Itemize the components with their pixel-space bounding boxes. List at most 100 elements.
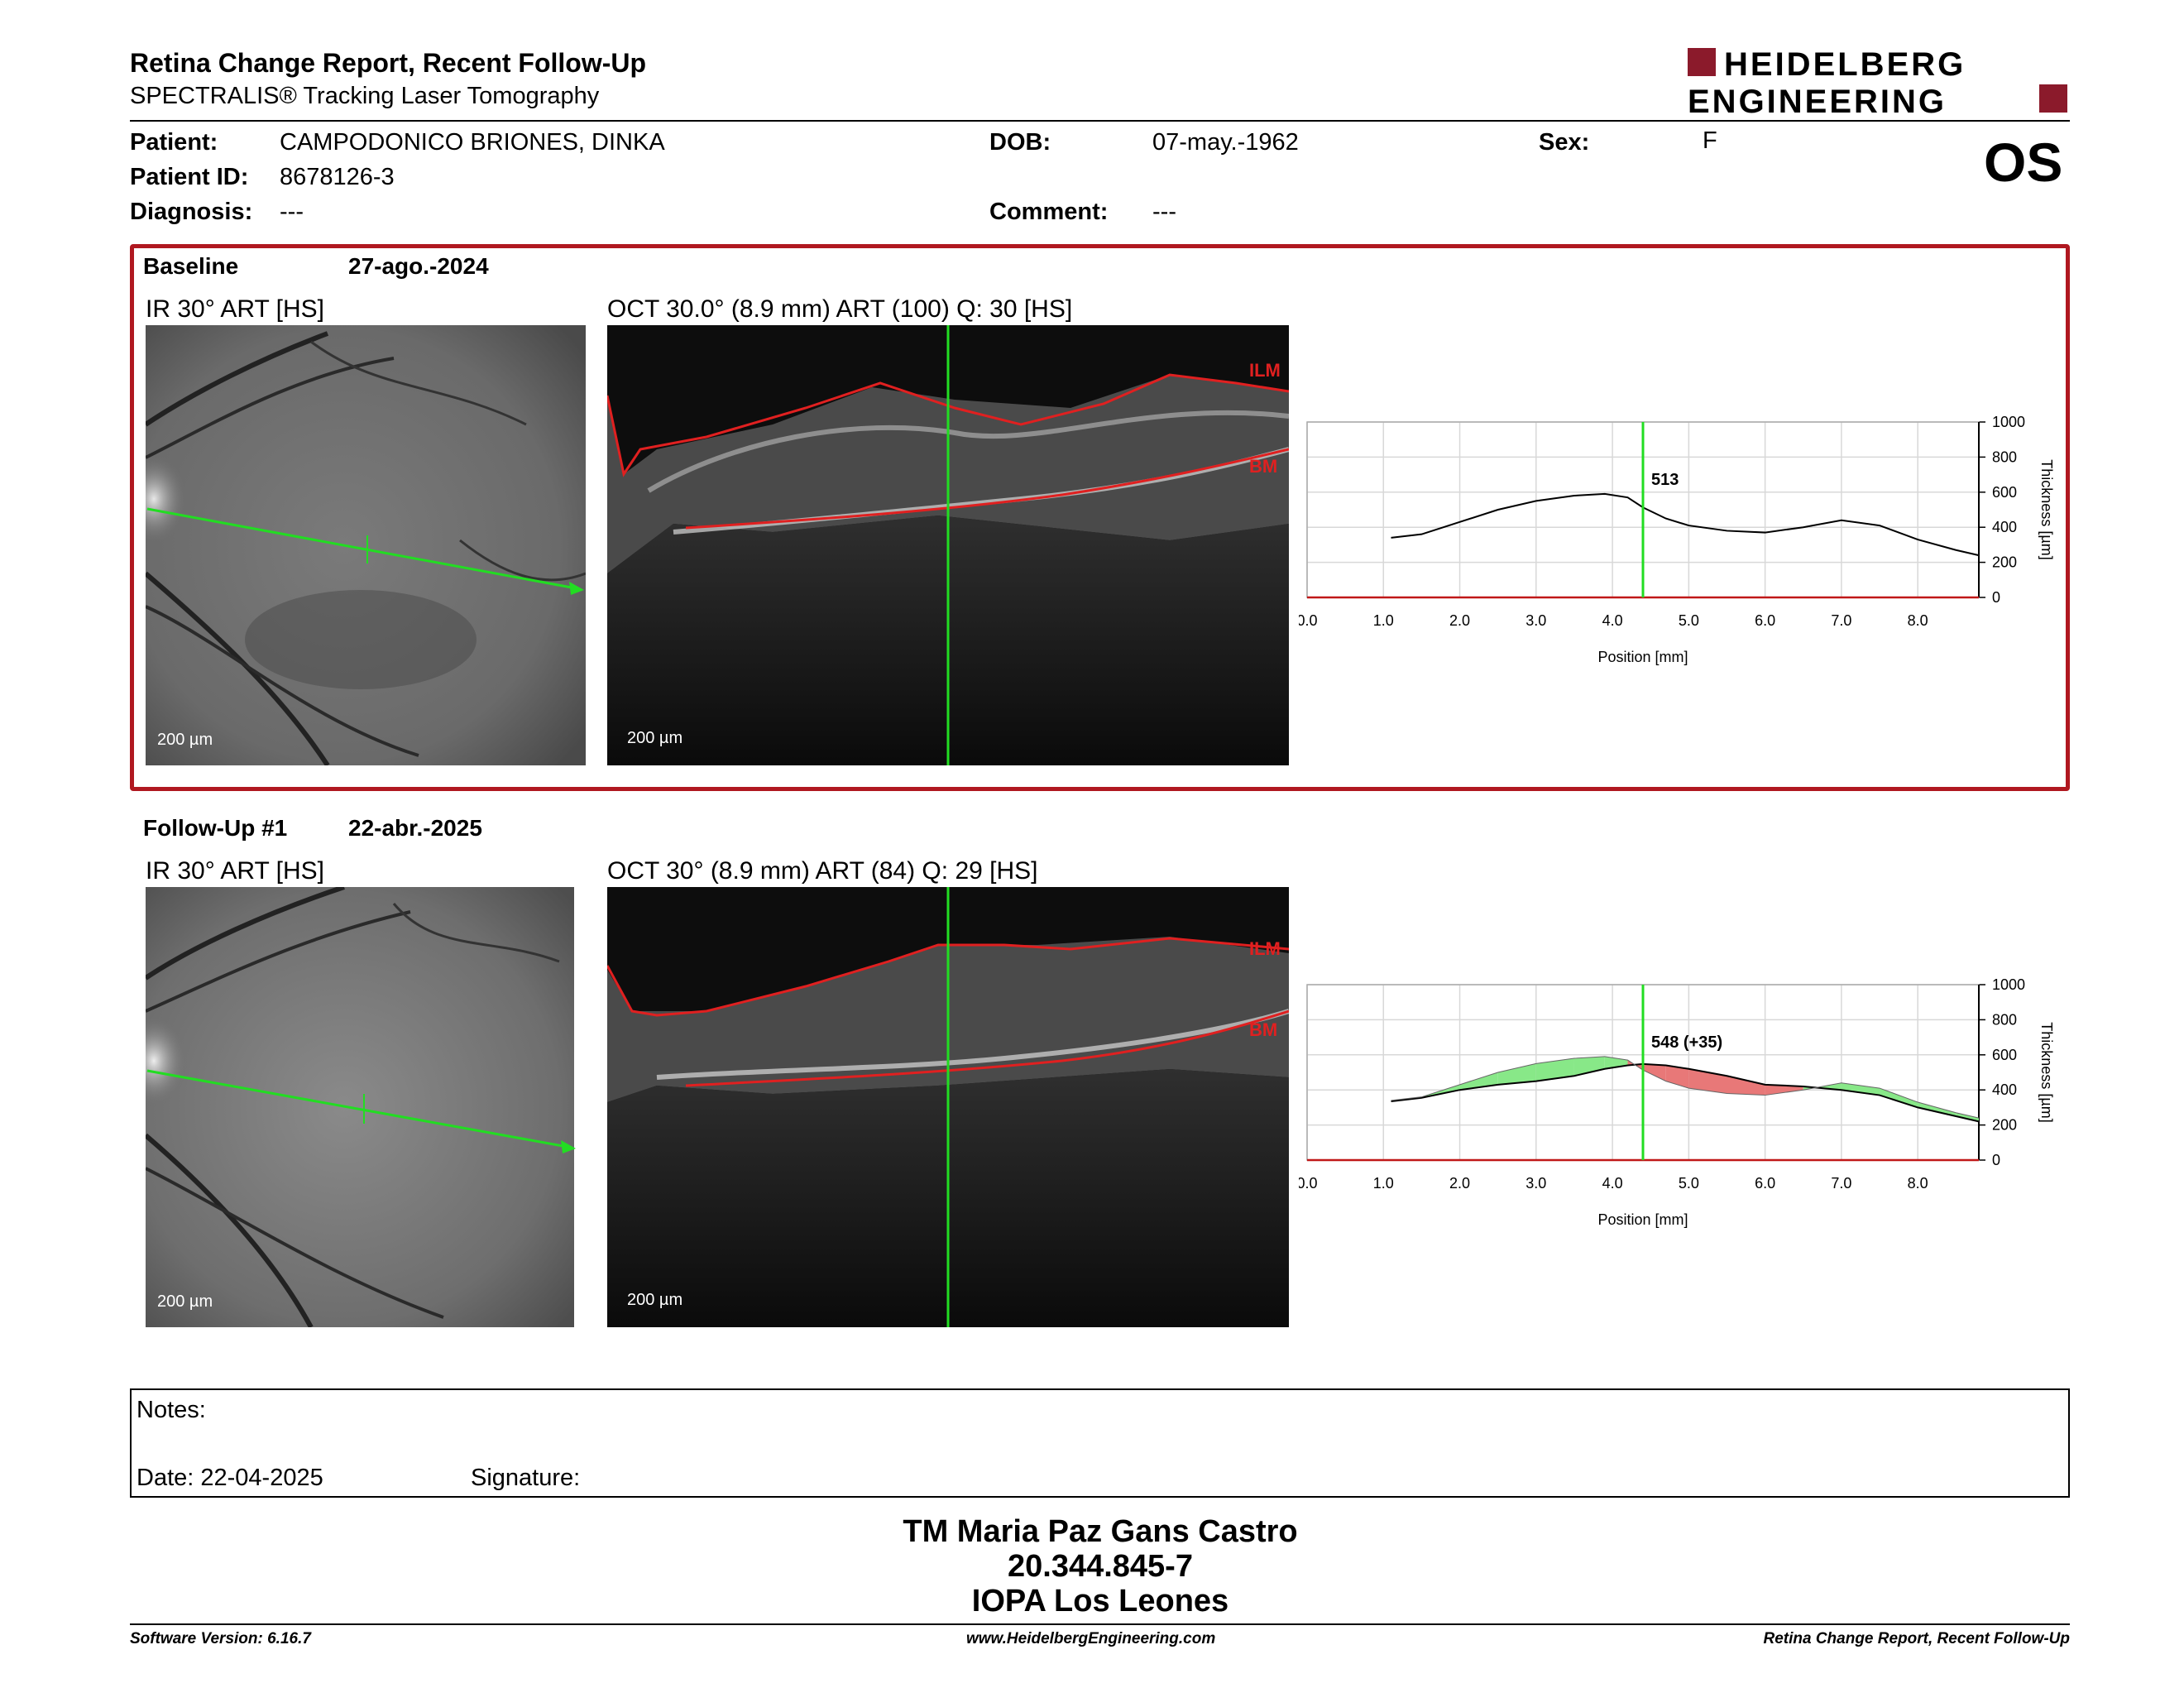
svg-text:HEIDELBERG: HEIDELBERG xyxy=(1724,46,1966,83)
x-tick-label: 4.0 xyxy=(1602,612,1623,629)
patient-id: 8678126-3 xyxy=(280,164,395,190)
baseline-frame xyxy=(130,244,2070,791)
patient-id-label: Patient ID: xyxy=(130,164,249,190)
difference-area xyxy=(1918,1102,1956,1116)
y-tick-label: 400 xyxy=(1992,519,2017,535)
baseline-thickness-line xyxy=(1391,1056,1980,1119)
baseline-ir-image: 200 µm xyxy=(146,325,586,765)
patient-name: CAMPODONICO BRIONES, DINKA xyxy=(280,129,665,156)
heidelberg-logo: HEIDELBERG ENGINEERING xyxy=(1688,46,2070,120)
notes-date: Date: 22-04-2025 xyxy=(136,1465,323,1491)
x-tick-label: 0.0 xyxy=(1299,1175,1318,1192)
difference-area xyxy=(1956,1112,1979,1122)
difference-area xyxy=(1535,1058,1574,1081)
baseline-oct-scale: 200 µm xyxy=(627,729,683,747)
svg-text:BM: BM xyxy=(1249,456,1277,477)
sex-label: Sex: xyxy=(1539,129,1590,156)
x-tick-label: 3.0 xyxy=(1525,1175,1546,1192)
difference-area xyxy=(1665,1065,1689,1089)
eye-indicator: OS xyxy=(1984,132,2063,193)
y-tick-label: 1000 xyxy=(1992,414,2025,430)
signatory-name: TM Maria Paz Gans Castro xyxy=(903,1514,1298,1549)
dob-label: DOB: xyxy=(989,129,1051,156)
patient-label: Patient: xyxy=(130,129,218,156)
y-tick-label: 200 xyxy=(1992,554,2017,571)
x-tick-label: 2.0 xyxy=(1449,612,1470,629)
y-tick-label: 600 xyxy=(1992,1047,2017,1063)
followup-ir-label: IR 30° ART [HS] xyxy=(146,857,324,885)
svg-text:ILM: ILM xyxy=(1249,938,1281,959)
difference-area xyxy=(1688,1068,1727,1094)
baseline-thickness-chart: 0.0 1.0 2.0 3.0 4.0 5.0 6.0 7.0 8.0 0 200 400 600 800… xyxy=(1299,414,2055,665)
notes-box[interactable]: Notes: Date: 22-04-2025 Signature: xyxy=(130,1388,2070,1498)
comment-value: --- xyxy=(1152,199,1176,225)
followup-ir-image: 200 µm xyxy=(146,887,586,1327)
difference-area xyxy=(1880,1088,1918,1108)
footer-version: Software Version: 6.16.7 xyxy=(130,1630,311,1647)
difference-area xyxy=(1497,1063,1536,1085)
thickness-line xyxy=(1391,492,1980,557)
footer-website[interactable]: www.HeidelbergEngineering.com xyxy=(966,1630,1216,1647)
dob-value: 07-may.-1962 xyxy=(1152,129,1299,156)
footer-report-name: Retina Change Report, Recent Follow-Up xyxy=(1763,1630,2070,1647)
y-tick-label: 400 xyxy=(1992,1081,2017,1098)
followup-date: 22-abr.-2025 xyxy=(348,815,482,841)
followup-thickness-chart: 0.0 1.0 2.0 3.0 4.0 5.0 6.0 7.0 8.0 0 200 400 600 800… xyxy=(1299,976,2055,1228)
cursor-value-label: 513 xyxy=(1651,471,1679,489)
x-tick-label: 3.0 xyxy=(1525,612,1546,629)
x-tick-label: 6.0 xyxy=(1755,1175,1775,1192)
difference-area xyxy=(1643,1063,1666,1081)
x-tick-label: 7.0 xyxy=(1831,1175,1851,1192)
difference-area xyxy=(1727,1076,1765,1096)
difference-area xyxy=(1765,1084,1803,1096)
x-axis-label: Position [mm] xyxy=(1597,649,1688,665)
baseline-date: 27-ago.-2024 xyxy=(348,253,489,279)
y-tick-label: 200 xyxy=(1992,1117,2017,1134)
svg-text:BM: BM xyxy=(1249,1019,1277,1040)
difference-area xyxy=(1573,1056,1605,1077)
comment-label: Comment: xyxy=(989,199,1109,225)
x-tick-label: 0.0 xyxy=(1299,612,1318,629)
y-axis-label: Thickness [µm] xyxy=(2038,1022,2055,1122)
x-tick-label: 8.0 xyxy=(1908,612,1928,629)
x-tick-label: 5.0 xyxy=(1679,1175,1699,1192)
followup-ir-scale: 200 µm xyxy=(157,1292,213,1311)
baseline-label: Baseline xyxy=(143,253,239,279)
followup-label: Follow-Up #1 xyxy=(143,815,288,841)
signatory-rut: 20.344.845-7 xyxy=(1008,1549,1193,1584)
header-rule xyxy=(130,120,2070,122)
svg-text:ENGINEERING: ENGINEERING xyxy=(1688,84,1947,116)
x-tick-label: 6.0 xyxy=(1755,612,1775,629)
x-tick-label: 7.0 xyxy=(1831,612,1851,629)
y-tick-label: 800 xyxy=(1992,1011,2017,1028)
diagnosis-label: Diagnosis: xyxy=(130,199,253,225)
y-tick-label: 0 xyxy=(1992,1152,2000,1168)
y-tick-label: 800 xyxy=(1992,448,2017,465)
report-subtitle: SPECTRALIS® Tracking Laser Tomography xyxy=(130,83,600,109)
y-tick-label: 0 xyxy=(1992,589,2000,606)
x-tick-label: 4.0 xyxy=(1602,1175,1623,1192)
notes-label: Notes: xyxy=(136,1397,206,1423)
baseline-ir-scale: 200 µm xyxy=(157,731,213,749)
baseline-oct-image: ILM BM 200 µm xyxy=(607,325,1289,765)
difference-area xyxy=(1841,1082,1880,1096)
followup-oct-image: ILM BM 200 µm xyxy=(607,887,1289,1327)
sex-value: F xyxy=(1703,127,1717,154)
followup-oct-scale: 200 µm xyxy=(627,1291,683,1309)
cursor-value-label: 548 (+35) xyxy=(1651,1033,1722,1052)
footer-rule xyxy=(130,1623,2070,1625)
signature-label: Signature: xyxy=(471,1465,581,1491)
report-title: Retina Change Report, Recent Follow-Up xyxy=(130,48,647,78)
followup-thickness-line xyxy=(1391,1062,1980,1123)
diagnosis-value: --- xyxy=(280,199,304,225)
x-tick-label: 1.0 xyxy=(1373,1175,1394,1192)
y-tick-label: 1000 xyxy=(1992,976,2025,993)
x-tick-label: 8.0 xyxy=(1908,1175,1928,1192)
x-tick-label: 5.0 xyxy=(1679,612,1699,629)
baseline-oct-label: OCT 30.0° (8.9 mm) ART (100) Q: 30 [HS] xyxy=(607,295,1073,323)
svg-text:ILM: ILM xyxy=(1249,360,1281,381)
baseline-ir-label: IR 30° ART [HS] xyxy=(146,295,324,323)
x-axis-label: Position [mm] xyxy=(1597,1211,1688,1228)
y-tick-label: 600 xyxy=(1992,484,2017,501)
signatory-org: IOPA Los Leones xyxy=(971,1584,1229,1618)
